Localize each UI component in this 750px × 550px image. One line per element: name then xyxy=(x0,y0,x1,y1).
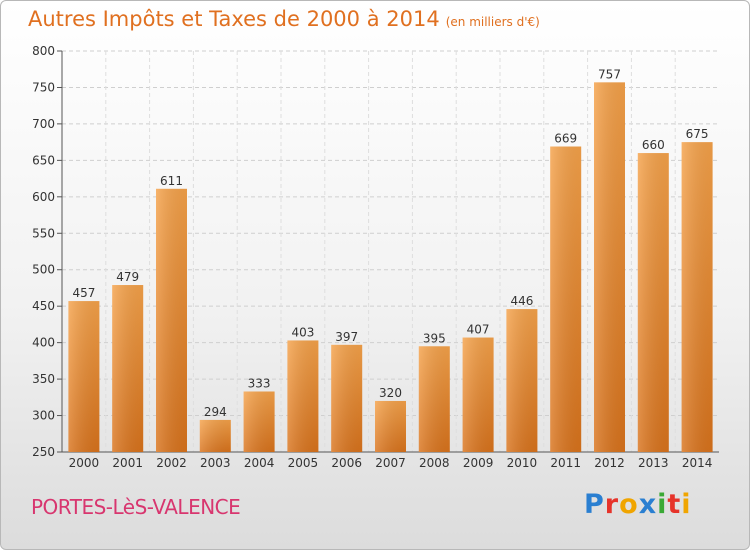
data-label-2007: 320 xyxy=(379,386,402,400)
data-label-2002: 611 xyxy=(160,174,183,188)
x-tick-label-2014: 2014 xyxy=(682,456,713,470)
x-tick-label-2005: 2005 xyxy=(288,456,319,470)
data-label-2011: 669 xyxy=(554,132,577,146)
y-tick-label: 250 xyxy=(32,445,55,459)
logo-letter: i xyxy=(657,489,668,520)
x-tick-label-2000: 2000 xyxy=(69,456,100,470)
bar-shade-2012 xyxy=(594,82,625,453)
x-tick-label-2011: 2011 xyxy=(550,456,581,470)
logo-letter: r xyxy=(604,489,620,520)
data-label-2000: 457 xyxy=(72,286,95,300)
bar-shade-2004 xyxy=(243,391,275,452)
proxiti-logo[interactable]: Proxiti xyxy=(584,489,692,520)
x-tick-label-2013: 2013 xyxy=(638,456,669,470)
data-label-2012: 757 xyxy=(598,67,621,81)
bar-shade-2001 xyxy=(112,285,144,452)
bar-layer xyxy=(68,82,713,453)
x-tick-label-2002: 2002 xyxy=(156,456,187,470)
y-tick-label: 400 xyxy=(32,336,55,350)
chart-title-text: Autres Impôts et Taxes de 2000 à 2014 xyxy=(28,7,440,31)
bar-shade-2008 xyxy=(418,346,450,452)
y-tick-label: 350 xyxy=(32,372,55,386)
x-tick-label-2003: 2003 xyxy=(200,456,231,470)
y-tick-label: 300 xyxy=(32,409,55,423)
data-label-2005: 403 xyxy=(291,325,314,339)
x-tick-label-2004: 2004 xyxy=(244,456,275,470)
x-tick-label-2009: 2009 xyxy=(463,456,494,470)
data-label-2013: 660 xyxy=(642,138,665,152)
logo-letter: o xyxy=(619,489,639,520)
bar-shade-2011 xyxy=(550,146,582,452)
chart-title: Autres Impôts et Taxes de 2000 à 2014 (en… xyxy=(28,7,540,31)
logo-letter: t xyxy=(667,489,682,520)
data-label-2010: 446 xyxy=(510,294,533,308)
x-tick-label-2012: 2012 xyxy=(594,456,625,470)
x-tick-label-2006: 2006 xyxy=(331,456,362,470)
logo-letter: P xyxy=(584,489,605,520)
label-layer: 250 300 350 400 450 500 550 600 650 700 750 800 457 2… xyxy=(32,44,712,470)
bar-shade-2007 xyxy=(375,400,406,452)
data-label-2009: 407 xyxy=(467,323,490,337)
bar-shade-2005 xyxy=(287,340,319,452)
x-tick-label-2001: 2001 xyxy=(112,456,143,470)
data-label-2003: 294 xyxy=(204,405,227,419)
bar-shade-2002 xyxy=(156,188,187,452)
x-tick-label-2010: 2010 xyxy=(507,456,538,470)
bar-shade-2000 xyxy=(68,301,100,452)
bar-shade-2013 xyxy=(637,153,669,452)
data-label-2014: 675 xyxy=(686,127,709,141)
commune-name: PORTES-LèS-VALENCE xyxy=(31,495,241,519)
data-label-2004: 333 xyxy=(248,376,271,390)
x-tick-label-2007: 2007 xyxy=(375,456,406,470)
data-label-2006: 397 xyxy=(335,330,358,344)
data-label-2008: 395 xyxy=(423,331,446,345)
bar-shade-2003 xyxy=(199,419,231,452)
y-tick-label: 650 xyxy=(32,153,55,167)
x-tick-label-2008: 2008 xyxy=(419,456,450,470)
y-tick-label: 600 xyxy=(32,190,55,204)
y-tick-label: 700 xyxy=(32,117,55,131)
logo-letter: x xyxy=(638,489,658,520)
y-tick-label: 550 xyxy=(32,226,55,240)
data-label-2001: 479 xyxy=(116,270,139,284)
y-tick-label: 750 xyxy=(32,80,55,94)
logo-letter: i xyxy=(681,489,692,520)
y-tick-label: 500 xyxy=(32,263,55,277)
bar-shade-2010 xyxy=(506,309,538,452)
bar-shade-2014 xyxy=(681,142,713,453)
bar-shade-2006 xyxy=(331,344,363,452)
y-tick-label: 450 xyxy=(32,299,55,313)
bar-shade-2009 xyxy=(462,337,494,452)
y-tick-label: 800 xyxy=(32,44,55,58)
chart-unit: (en milliers d'€) xyxy=(445,15,540,29)
